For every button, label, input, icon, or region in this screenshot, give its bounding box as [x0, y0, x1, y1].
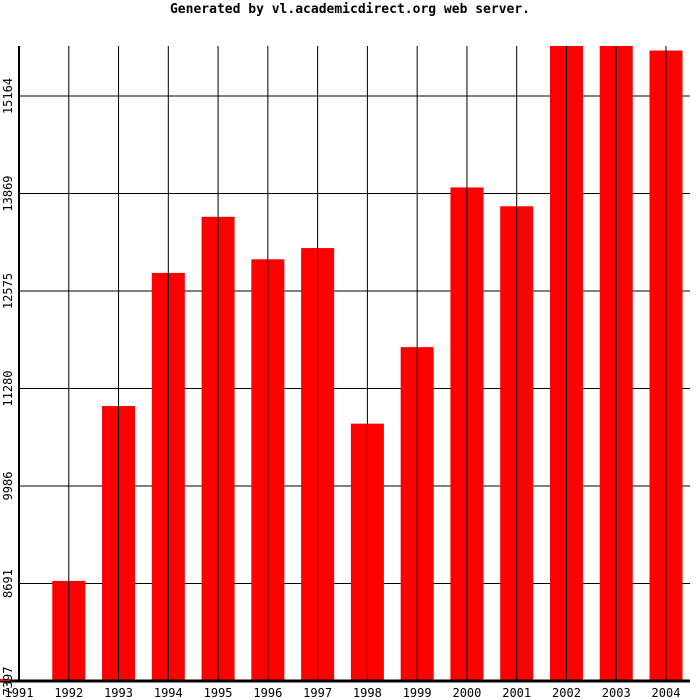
x-tick-label: 1995	[204, 686, 233, 700]
x-tick-label: 1994	[154, 686, 183, 700]
x-tick-label: 1992	[54, 686, 83, 700]
x-tick-label: 1993	[104, 686, 133, 700]
y-tick-label: 8691	[1, 569, 15, 598]
y-tick-label: 12575	[1, 273, 15, 309]
vertical-grid-lines	[68, 46, 667, 681]
x-tick-labels: 1991 1992 1993 1994 1995 1996 1997 1998 1999 2000…	[5, 686, 681, 700]
y-tick-label: 9986	[1, 472, 15, 501]
x-tick-label: 2001	[502, 686, 531, 700]
x-tick-label: 2000	[452, 686, 481, 700]
y-tick-label: 13869	[1, 175, 15, 211]
y-tick-label: 7397	[1, 667, 15, 696]
x-tick-label: 1991	[5, 686, 34, 700]
y-tick-labels: 7397 8691 9986 11280 12575 13869 15164	[1, 78, 15, 696]
x-tick-label: 1999	[403, 686, 432, 700]
x-tick-label: 2004	[652, 686, 681, 700]
x-tick-label: 1998	[353, 686, 382, 700]
y-tick-label: 11280	[1, 370, 15, 406]
axes	[0, 46, 690, 683]
y-tick-label: 15164	[1, 78, 15, 114]
x-tick-label: 2002	[552, 686, 581, 700]
chart-title: Generated by vl.academicdirect.org web s…	[169, 2, 531, 17]
x-tick-label: 2003	[602, 686, 631, 700]
x-tick-label: 1997	[303, 686, 332, 700]
x-tick-label: 1996	[253, 686, 282, 700]
